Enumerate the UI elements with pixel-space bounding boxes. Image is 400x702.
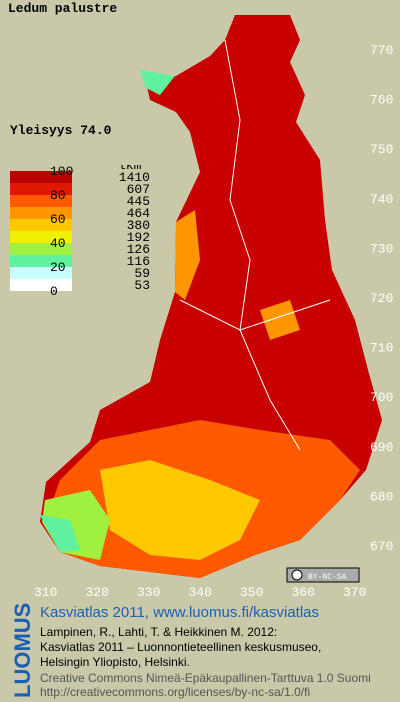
finland-map bbox=[40, 15, 382, 578]
legend-swatch bbox=[10, 171, 72, 183]
legend-count: 116 bbox=[127, 254, 150, 269]
x-grid-label: 370 bbox=[343, 585, 366, 600]
license-line: Creative Commons Nimeä-Epäkaupallinen-Ta… bbox=[40, 671, 371, 685]
logo: LUOMUS bbox=[10, 602, 35, 698]
license-badge: BY-NC-SA bbox=[286, 567, 360, 583]
legend-graphic: 100806040200lkm1410607445464380192126116… bbox=[10, 158, 151, 299]
badge-box bbox=[286, 567, 360, 583]
legend-swatch bbox=[10, 243, 72, 255]
x-grid-label: 330 bbox=[137, 585, 160, 600]
legend-swatch bbox=[10, 231, 72, 243]
x-grid-label: 360 bbox=[292, 585, 315, 600]
y-grid-label: 690 bbox=[370, 440, 393, 455]
legend-scale-label: 100 bbox=[50, 165, 73, 179]
legend-count: 59 bbox=[134, 266, 150, 281]
y-grid-label: 770 bbox=[370, 43, 393, 58]
frequency: Yleisyys 74.0 bbox=[10, 123, 112, 138]
x-grid-label: 320 bbox=[86, 585, 109, 600]
citation: Lampinen, R., Lahti, T. & Heikkinen M. 2… bbox=[40, 625, 321, 670]
legend: 100 80 60 40 20 0 lkm 1410 607 445 464 380 192 126 116… bbox=[10, 158, 160, 299]
legend-count: 53 bbox=[134, 278, 150, 293]
legend-swatch bbox=[10, 219, 72, 231]
legend-swatch bbox=[10, 267, 72, 279]
legend-scale-label: 20 bbox=[50, 260, 66, 275]
legend-scale-label: 0 bbox=[50, 284, 58, 295]
badge-text: BY-NC-SA bbox=[308, 573, 347, 582]
citation-line: Helsingin Yliopisto, Helsinki. bbox=[40, 655, 190, 669]
y-grid-label: 710 bbox=[370, 341, 393, 356]
legend-count: 126 bbox=[127, 242, 150, 257]
legend-count: 607 bbox=[127, 182, 150, 197]
legend-count: 192 bbox=[127, 230, 150, 245]
map: Ledum palustre Yleisyys 74.0 770 760 750 740 7… bbox=[8, 1, 393, 600]
legend-swatch bbox=[10, 255, 72, 267]
y-grid-label: 760 bbox=[370, 93, 393, 108]
citation-line: Kasviatlas 2011 – Luonnontieteellinen ke… bbox=[40, 640, 322, 654]
legend-count: 380 bbox=[127, 218, 150, 233]
y-grid-label: 680 bbox=[370, 489, 393, 504]
legend-scale-label: 40 bbox=[50, 236, 66, 251]
legend-swatch bbox=[10, 195, 72, 207]
y-grid-label: 720 bbox=[370, 291, 393, 306]
legend-swatch bbox=[10, 183, 72, 195]
y-grid-label: 730 bbox=[370, 241, 393, 256]
citation-line: Lampinen, R., Lahti, T. & Heikkinen M. 2… bbox=[40, 625, 278, 639]
y-grid-label: 750 bbox=[370, 142, 393, 157]
x-grid-label: 310 bbox=[34, 585, 57, 600]
map-title: Ledum palustre bbox=[8, 1, 117, 16]
legend-count: 445 bbox=[127, 194, 150, 209]
y-grid-label: 740 bbox=[370, 192, 393, 207]
license-line: http://creativecommons.org/licenses/by-n… bbox=[40, 685, 311, 699]
legend-count: 464 bbox=[127, 206, 151, 221]
legend-scale-label: 60 bbox=[50, 212, 66, 227]
y-grid-label: 670 bbox=[370, 539, 393, 554]
x-grid-label: 350 bbox=[240, 585, 263, 600]
legend-swatch bbox=[10, 207, 72, 219]
license: Creative Commons Nimeä-Epäkaupallinen-Ta… bbox=[40, 671, 371, 699]
cc-icon bbox=[291, 569, 303, 581]
footer-headline: Kasviatlas 2011, www.luomus.fi/kasviatla… bbox=[40, 604, 320, 621]
legend-scale-label: 80 bbox=[50, 188, 66, 203]
legend-swatch bbox=[10, 279, 72, 291]
y-grid-label: 700 bbox=[370, 390, 393, 405]
x-grid-label: 340 bbox=[189, 585, 212, 600]
legend-count: 1410 bbox=[119, 170, 150, 185]
